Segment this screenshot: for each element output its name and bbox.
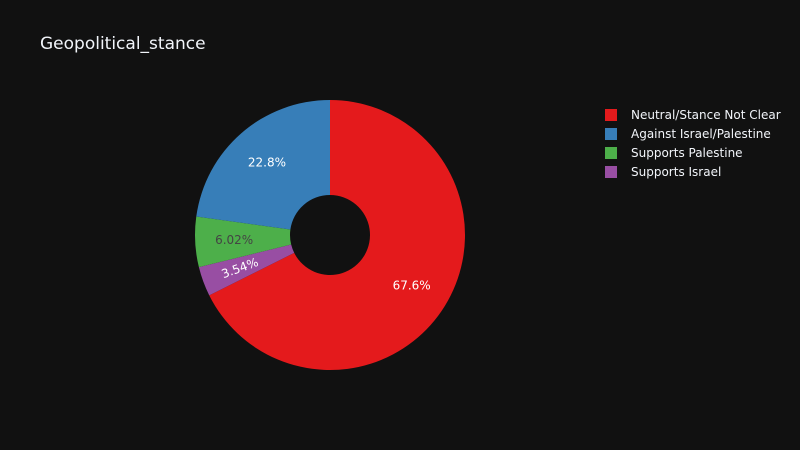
legend-swatch xyxy=(605,127,617,140)
legend-label: Supports Israel xyxy=(631,164,722,179)
legend-label: Neutral/Stance Not Clear xyxy=(631,107,781,122)
slice-label: 22.8% xyxy=(248,156,286,170)
slice-supports-palestine[interactable] xyxy=(195,216,292,268)
legend-item-supports-palestine[interactable]: Supports Palestine xyxy=(605,143,781,162)
legend-item-supports-israel[interactable]: Supports Israel xyxy=(605,162,781,181)
legend-swatch xyxy=(605,165,617,178)
slices-group xyxy=(195,100,466,370)
slice-against-israel-palestine[interactable] xyxy=(196,100,330,230)
slice-supports-israel[interactable] xyxy=(198,244,295,296)
legend-label: Against Israel/Palestine xyxy=(631,126,771,141)
chart-title: Geopolitical_stance xyxy=(40,34,206,54)
slice-label: 67.6% xyxy=(393,278,431,292)
legend-swatch xyxy=(605,108,617,121)
legend-item-neutral-stance-not-clear[interactable]: Neutral/Stance Not Clear xyxy=(605,105,781,124)
slice-label: 6.02% xyxy=(215,233,253,247)
legend-item-against-israel-palestine[interactable]: Against Israel/Palestine xyxy=(605,124,781,143)
slice-neutral-stance-not-clear[interactable] xyxy=(209,100,466,370)
legend-label: Supports Palestine xyxy=(631,145,743,160)
legend-swatch xyxy=(605,146,617,159)
legend: Neutral/Stance Not Clear Against Israel/P… xyxy=(605,105,781,181)
